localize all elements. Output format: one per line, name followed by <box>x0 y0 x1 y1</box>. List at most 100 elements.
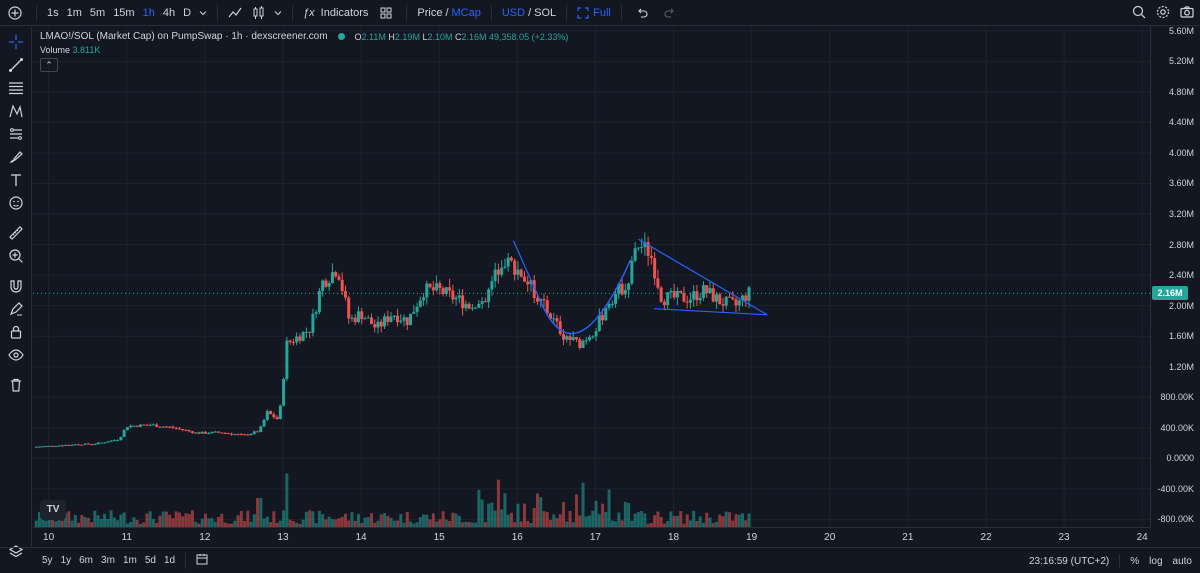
volume-bar <box>480 499 484 527</box>
candle-body <box>568 336 572 340</box>
volume-bar <box>181 516 185 527</box>
volume-bar <box>34 520 38 527</box>
trash-icon[interactable] <box>0 374 32 396</box>
interval-1m[interactable]: 1m <box>66 6 82 19</box>
time-tick-label: 17 <box>589 532 601 543</box>
interval-1h[interactable]: 1h <box>142 6 155 19</box>
collapse-legend-button[interactable]: ⌃ <box>40 58 58 72</box>
price-axis[interactable]: 5.60M 5.20M 4.80M 4.40M 4.00M 3.60M 3.20M 2.80M… <box>1150 26 1200 527</box>
volume-bar <box>64 513 68 527</box>
ruler-measure-icon[interactable] <box>0 222 32 244</box>
tradingview-logo[interactable]: TV <box>40 500 66 520</box>
interval-5m[interactable]: 5m <box>89 6 106 19</box>
candle-body <box>477 303 481 308</box>
interval-1s[interactable]: 1s <box>47 6 59 19</box>
indicators-button[interactable]: ƒx Indicators <box>299 0 372 26</box>
volume-bar <box>591 510 595 527</box>
range-5y[interactable]: 5y <box>42 555 53 566</box>
zoom-in-icon[interactable] <box>0 245 32 267</box>
volume-bar <box>298 523 302 527</box>
volume-bar <box>695 520 699 527</box>
magnet-icon[interactable] <box>0 275 32 297</box>
redo-icon[interactable] <box>656 0 684 26</box>
symbol-title[interactable]: LMAO!/SOL (Market Cap) on PumpSwap · 1h … <box>40 31 328 42</box>
price-tick-label: 2.80M <box>1168 239 1194 250</box>
volume-bar <box>672 515 676 527</box>
volume-bar <box>653 515 657 527</box>
auto-scale-toggle[interactable]: auto <box>1172 555 1192 567</box>
lock-icon[interactable] <box>0 321 32 343</box>
currency-toggle[interactable]: USD / SOL <box>498 0 560 26</box>
keep-drawing-icon[interactable] <box>0 298 32 320</box>
chart-type-dropdown-chevron-icon[interactable] <box>270 0 286 26</box>
percent-scale-toggle[interactable]: % <box>1130 555 1140 567</box>
price-tick-label: -800.00K <box>1157 514 1194 525</box>
date-range-calendar-icon[interactable] <box>192 553 212 568</box>
range-6m[interactable]: 6m <box>79 555 94 566</box>
search-alert-icon[interactable] <box>1132 5 1146 22</box>
volume-bar <box>321 514 325 527</box>
layouts-grid-icon[interactable] <box>372 0 400 26</box>
range-3m[interactable]: 3m <box>101 555 115 566</box>
triangle-upper-trendline <box>638 238 768 316</box>
brush-icon[interactable] <box>0 146 32 168</box>
fib-retracement-icon[interactable] <box>0 77 32 99</box>
layers-icon[interactable] <box>0 541 32 563</box>
candle-body <box>500 267 504 275</box>
pattern-tool-icon[interactable] <box>0 100 32 122</box>
log-scale-toggle[interactable]: log <box>1149 555 1163 567</box>
volume-bar <box>457 515 461 527</box>
volume-bar <box>636 512 640 527</box>
time-axis[interactable]: 10 11 12 13 14 15 16 17 18 19 20 21 22 23 24 <box>33 527 1150 547</box>
candle-body <box>135 425 139 427</box>
text-tool-icon[interactable] <box>0 169 32 191</box>
interval-d[interactable]: D <box>183 6 192 19</box>
candle-body <box>265 411 269 420</box>
volume-bar <box>252 514 256 527</box>
volume-bar <box>86 517 90 527</box>
candle-body <box>679 290 683 293</box>
line-chart-type-icon[interactable] <box>224 0 248 26</box>
volume-bar <box>278 520 282 527</box>
interval-4h[interactable]: 4h <box>162 6 176 19</box>
candles-chart-type-icon[interactable] <box>248 0 270 26</box>
range-1m[interactable]: 1m <box>122 555 137 566</box>
candle-body <box>516 269 520 275</box>
volume-bar <box>461 522 465 527</box>
full-button[interactable]: Full <box>573 0 615 26</box>
eye-visibility-icon[interactable] <box>0 344 32 366</box>
add-symbol-icon[interactable] <box>0 0 30 26</box>
candlestick-chart[interactable] <box>33 27 1150 527</box>
camera-screenshot-icon[interactable] <box>1180 5 1194 22</box>
interval-dropdown-chevron-icon[interactable] <box>195 0 211 26</box>
volume-bar <box>454 513 458 527</box>
time-tick-label: 23 <box>1058 532 1070 543</box>
volume-bar <box>640 511 644 527</box>
volume-bar <box>562 502 566 527</box>
volume-bar <box>727 512 731 527</box>
interval-15m[interactable]: 15m <box>113 6 135 19</box>
candle-body <box>562 334 566 340</box>
undo-icon[interactable] <box>628 0 656 26</box>
range-1y[interactable]: 1y <box>60 555 72 566</box>
volume-bar <box>490 502 494 527</box>
candle-body <box>630 260 634 284</box>
volume-bar <box>44 520 48 527</box>
candle-body <box>685 301 689 303</box>
emoji-icon[interactable] <box>0 192 32 214</box>
candle-body <box>731 297 735 300</box>
settings-gear-icon[interactable] <box>1156 5 1170 22</box>
crosshair-icon[interactable] <box>0 31 32 53</box>
clock-timezone[interactable]: 23:16:59 (UTC+2) <box>1028 555 1110 567</box>
price-mcap-toggle[interactable]: Price / MCap <box>413 0 484 26</box>
divider <box>620 4 622 21</box>
candle-body <box>317 290 321 313</box>
range-1d[interactable]: 1d <box>163 555 176 566</box>
volume-bar <box>522 503 526 527</box>
divider <box>185 552 187 569</box>
candle-body <box>470 307 474 309</box>
range-5d[interactable]: 5d <box>144 555 156 566</box>
prediction-tool-icon[interactable] <box>0 123 32 145</box>
trend-line-icon[interactable] <box>0 54 32 76</box>
volume-bar <box>213 521 217 527</box>
